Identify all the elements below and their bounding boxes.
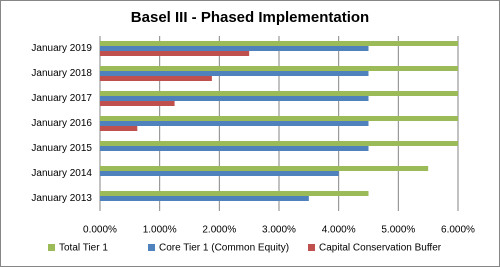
y-tick-label: January 2014 (31, 168, 92, 179)
bar (100, 126, 138, 131)
legend-label: Total Tier 1 (59, 243, 108, 254)
legend-swatch (48, 244, 55, 251)
x-tick-label: 0.000% (83, 225, 117, 236)
bar (100, 146, 369, 151)
y-tick-label: January 2017 (31, 93, 92, 104)
legend-label: Core Tier 1 (Common Equity) (159, 243, 289, 254)
bar (100, 51, 250, 56)
bar (100, 116, 458, 121)
bar (100, 66, 458, 71)
bar (100, 96, 369, 101)
x-tick-label: 2.000% (202, 225, 236, 236)
bar (100, 101, 175, 106)
y-tick-label: January 2015 (31, 143, 92, 154)
bar (100, 141, 458, 146)
x-tick-label: 1.000% (143, 225, 177, 236)
legend-swatch (308, 244, 315, 251)
x-tick-label: 4.000% (322, 225, 356, 236)
bar (100, 91, 458, 96)
bar (100, 196, 309, 201)
y-tick-label: January 2018 (31, 68, 92, 79)
legend-label: Capital Conservation Buffer (319, 243, 442, 254)
bar (100, 46, 369, 51)
bar (100, 76, 212, 81)
bar (100, 166, 429, 171)
x-tick-label: 5.000% (381, 225, 415, 236)
bar (100, 41, 458, 46)
bar (100, 71, 369, 76)
x-tick-label: 3.000% (262, 225, 296, 236)
y-tick-label: January 2013 (31, 193, 92, 204)
chart-title: Basel III - Phased Implementation (131, 9, 369, 26)
bar (100, 191, 369, 196)
bar (100, 171, 339, 176)
bar (100, 121, 369, 126)
y-tick-label: January 2019 (31, 43, 92, 54)
x-tick-label: 6.000% (441, 225, 475, 236)
y-tick-label: January 2016 (31, 118, 92, 129)
legend-swatch (148, 244, 155, 251)
